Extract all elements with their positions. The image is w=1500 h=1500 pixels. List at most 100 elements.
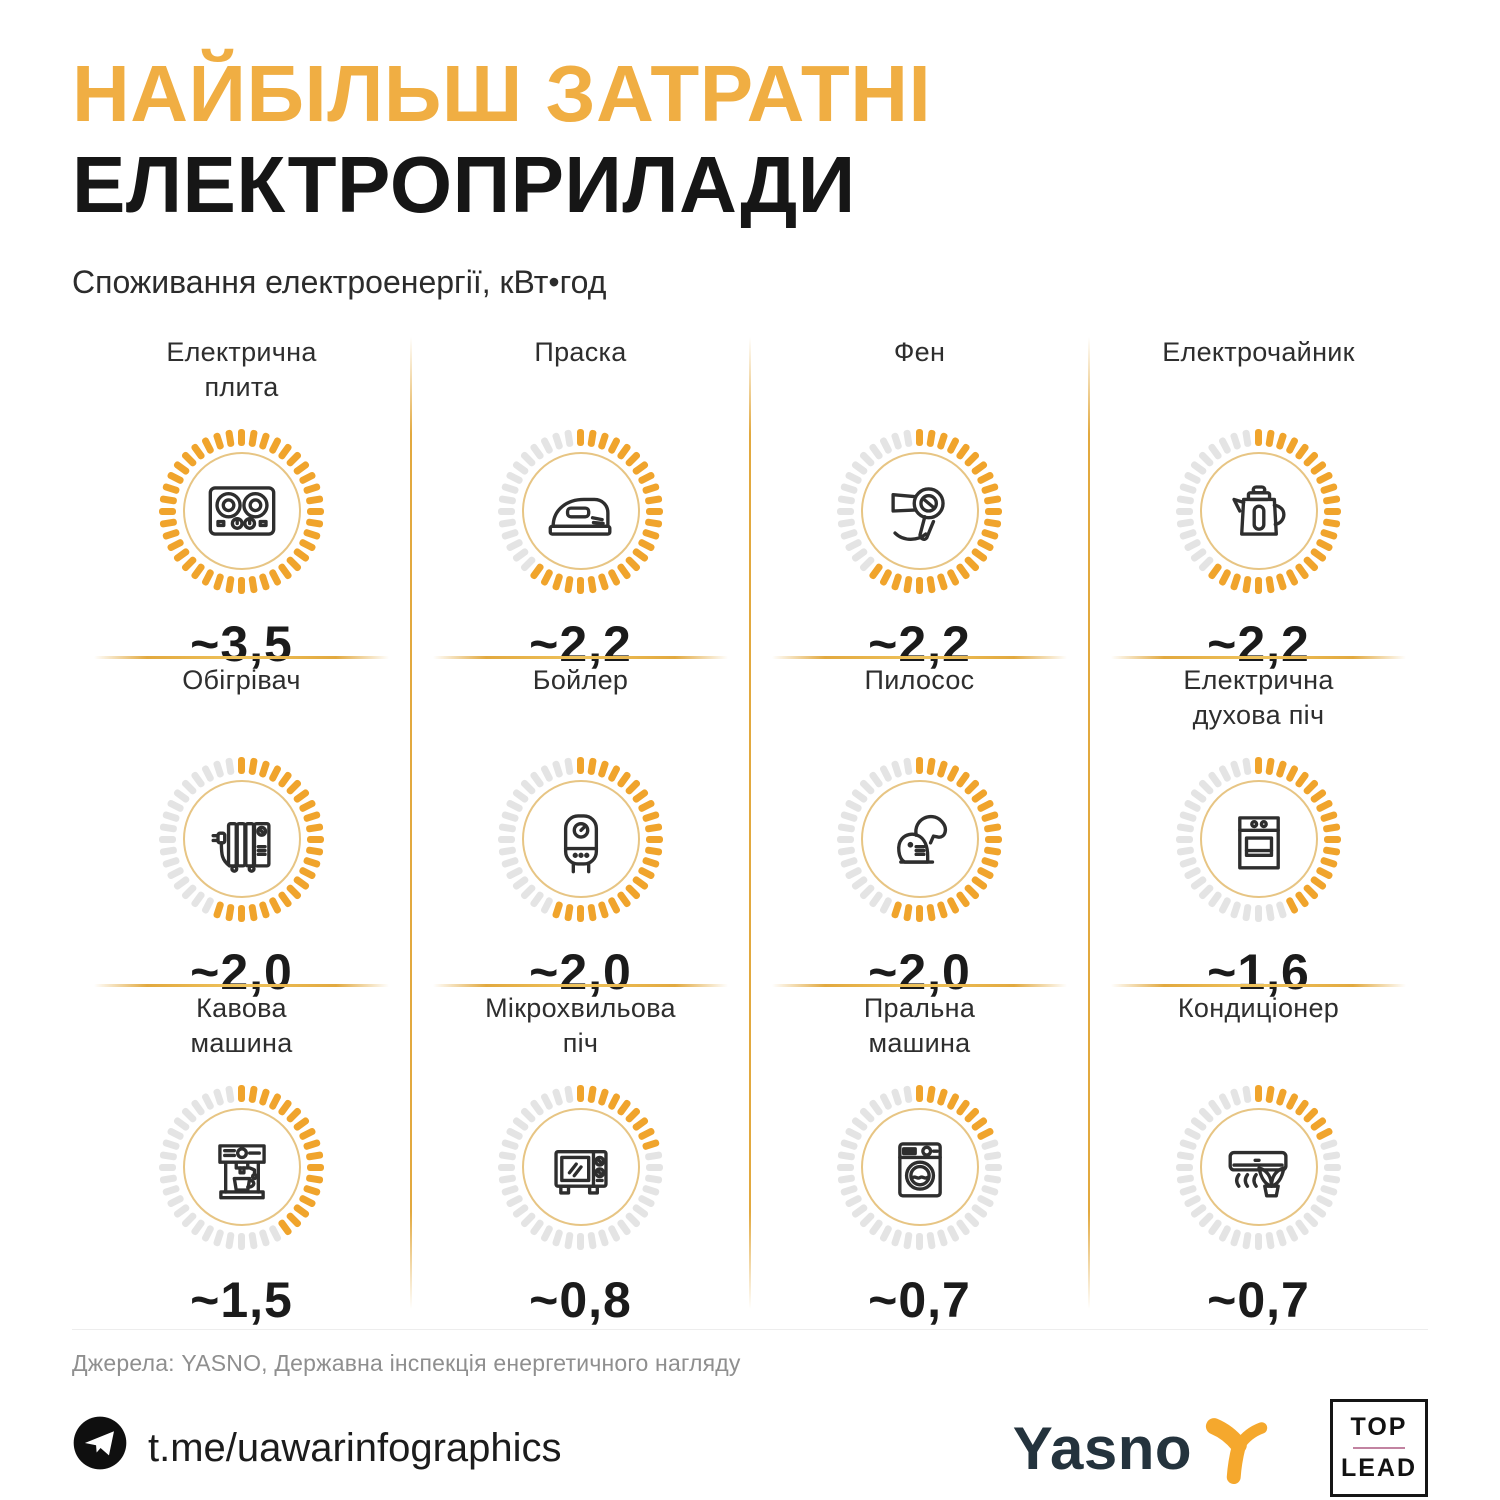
gauge-tick-filled xyxy=(159,495,178,505)
gauge-tick-empty xyxy=(903,1231,913,1250)
gauge-tick-empty xyxy=(159,1151,178,1161)
title-accent-line: НАЙБІЛЬШ ЗАТРАТНІ xyxy=(72,49,932,138)
yasno-wordmark: Yasno xyxy=(1012,1414,1192,1482)
gauge-tick-empty xyxy=(980,1138,1000,1151)
gauge-tick-empty xyxy=(498,846,517,856)
gauge-tick-empty xyxy=(498,495,517,505)
gauge-tick-filled xyxy=(577,576,584,594)
gauge-tick-empty xyxy=(161,810,181,823)
gauge-tick-empty xyxy=(1275,1228,1288,1247)
appliance-label: Кавова машина xyxy=(190,993,293,1058)
gauge-tick-filled xyxy=(161,528,181,541)
consumption-gauge xyxy=(828,1075,1012,1259)
appliance-card: Кондиціонер ~0,7 xyxy=(1089,987,1428,1328)
header: НАЙБІЛЬШ ЗАТРАТНІ ЕЛЕКТРОПРИЛАДИ Спожива… xyxy=(72,48,1428,301)
gauge-tick-empty xyxy=(926,1231,936,1250)
gauge-tick-filled xyxy=(212,431,225,451)
gauge-tick-empty xyxy=(539,896,554,915)
gauge-tick-filled xyxy=(305,1174,324,1184)
appliance-card: Праска ~2,2 xyxy=(411,331,750,672)
vacuum-cleaner-icon xyxy=(872,791,968,887)
gauge-tick-filled xyxy=(1275,1087,1288,1107)
gauge-tick-filled xyxy=(587,903,597,922)
gauge-tick-filled xyxy=(1255,576,1262,594)
gauge-tick-filled xyxy=(212,572,225,591)
gauge-tick-empty xyxy=(839,856,859,869)
appliance-grid: Електрична плита ~3,5 Праска ~2,2 Фен ~2,2 Е… xyxy=(72,331,1428,1328)
gauge-tick-empty xyxy=(837,823,856,833)
gauge-tick-empty xyxy=(1242,429,1252,448)
gauge-tick-filled xyxy=(587,757,597,776)
gauge-tick-filled xyxy=(926,429,936,448)
gauge-tick-empty xyxy=(1319,1138,1339,1151)
appliance-label: Праска xyxy=(534,337,627,368)
gauge-tick-filled xyxy=(641,856,661,869)
gauge-tick-empty xyxy=(597,1228,610,1247)
gauge-tick-filled xyxy=(980,856,1000,869)
row-divider xyxy=(94,984,389,988)
gauge-tick-filled xyxy=(983,495,1002,505)
gauge-tick-empty xyxy=(1176,507,1193,515)
consumption-value: ~2,0 xyxy=(190,944,293,1001)
gauge-tick-filled xyxy=(1315,798,1334,813)
gauge-inner-ring xyxy=(1199,452,1318,571)
gauge-tick-empty xyxy=(837,846,856,856)
row-divider xyxy=(772,656,1067,660)
gauge-tick-filled xyxy=(248,757,258,776)
toplead-bottom-text: LEAD xyxy=(1340,1454,1418,1483)
gauge-tick-empty xyxy=(916,1232,923,1250)
appliance-label: Пральна машина xyxy=(863,993,976,1058)
gauge-tick-empty xyxy=(1176,1163,1193,1171)
gauge-tick-filled xyxy=(1275,431,1288,451)
gauge-tick-empty xyxy=(1217,896,1232,915)
gauge-tick-filled xyxy=(298,1126,317,1141)
gauge-tick-empty xyxy=(500,482,520,495)
gauge-tick-filled xyxy=(597,431,610,451)
gauge-tick-empty xyxy=(551,1087,564,1107)
gauge-tick-filled xyxy=(1315,1126,1334,1141)
gauge-tick-filled xyxy=(225,575,235,594)
appliance-card: Електрочайник ~2,2 xyxy=(1089,331,1428,672)
gauge-tick-filled xyxy=(587,429,597,448)
footer-divider xyxy=(72,1329,1428,1331)
telegram-icon xyxy=(72,1415,128,1481)
gauge-tick-filled xyxy=(577,428,584,446)
microwave-icon xyxy=(533,1119,629,1215)
gauge-tick-filled xyxy=(258,431,271,451)
partner-logos: Yasno TOP LEAD xyxy=(1012,1399,1428,1498)
consumption-gauge xyxy=(489,747,673,931)
gauge-tick-empty xyxy=(1324,1163,1341,1171)
gauge-tick-filled xyxy=(646,835,663,843)
gauge-tick-filled xyxy=(983,518,1002,528)
sources-text: Джерела: YASNO, Державна інспекція енерг… xyxy=(72,1350,741,1377)
gauge-inner-ring xyxy=(521,780,640,899)
gauge-tick-empty xyxy=(983,1174,1002,1184)
gauge-tick-empty xyxy=(641,1184,661,1197)
gauge-tick-filled xyxy=(200,568,215,587)
gauge-inner-ring xyxy=(860,780,979,899)
gauge-tick-filled xyxy=(1242,575,1252,594)
gauge-tick-filled xyxy=(1255,756,1262,774)
gauge-tick-filled xyxy=(646,507,663,515)
gauge-tick-empty xyxy=(564,757,574,776)
appliance-card: Мікрохвильова піч ~0,8 xyxy=(411,987,750,1328)
gauge-tick-filled xyxy=(1275,759,1288,779)
gauge-tick-filled xyxy=(1255,428,1262,446)
gauge-tick-empty xyxy=(564,429,574,448)
gauge-tick-empty xyxy=(551,431,564,451)
gauge-tick-filled xyxy=(936,1087,949,1107)
iron-icon xyxy=(533,463,629,559)
gauge-tick-filled xyxy=(305,823,324,833)
gauge-tick-filled xyxy=(248,429,258,448)
row-divider xyxy=(433,984,728,988)
gauge-tick-empty xyxy=(539,1224,554,1243)
consumption-value: ~0,7 xyxy=(868,1272,971,1329)
appliance-label: Фен xyxy=(893,337,946,368)
gauge-tick-empty xyxy=(983,1151,1002,1161)
gauge-tick-filled xyxy=(936,572,949,591)
gauge-tick-filled xyxy=(976,798,995,813)
gauge-tick-empty xyxy=(646,1163,663,1171)
gauge-tick-filled xyxy=(916,904,923,922)
gauge-tick-filled xyxy=(564,575,574,594)
gauge-tick-filled xyxy=(1322,495,1341,505)
